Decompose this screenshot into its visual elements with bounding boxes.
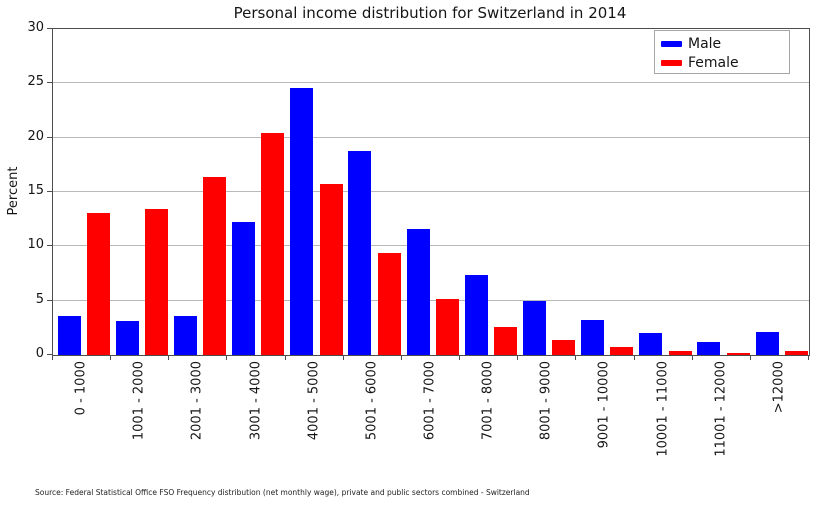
y-tick-label: 10 xyxy=(27,237,44,253)
bar-female-5 xyxy=(377,252,401,355)
bar-female-10 xyxy=(668,350,692,355)
y-tick-mark xyxy=(47,245,52,247)
gridline xyxy=(53,191,809,192)
x-tick-mark xyxy=(52,355,53,360)
y-tick-label: 15 xyxy=(27,183,44,198)
x-tick-label: 7001 - 8000 xyxy=(480,361,496,441)
x-tick-label: 2001 - 3000 xyxy=(189,361,205,441)
legend-item-male: Male xyxy=(661,34,783,53)
legend-item-female: Female xyxy=(661,53,783,72)
bar-female-7 xyxy=(494,326,518,355)
x-tick-mark xyxy=(110,355,112,360)
x-tick-mark xyxy=(808,355,809,360)
bar-female-11 xyxy=(726,352,750,355)
bar-male-2 xyxy=(174,315,197,355)
bar-male-9 xyxy=(581,320,605,355)
x-tick-mark xyxy=(633,355,635,360)
bar-male-10 xyxy=(639,333,663,355)
x-tick-label: 4001 - 5000 xyxy=(306,361,322,441)
bar-female-9 xyxy=(610,347,634,355)
bar-female-3 xyxy=(261,133,285,355)
y-tick-label: 5 xyxy=(35,291,44,307)
bar-male-4 xyxy=(290,87,314,355)
x-tick-label: 1001 - 2000 xyxy=(131,361,147,441)
x-tick-mark xyxy=(459,355,461,360)
y-tick-mark xyxy=(47,136,52,138)
y-tick-label: 0 xyxy=(35,346,44,361)
x-tick-label: 5001 - 6000 xyxy=(364,361,380,441)
x-tick-mark xyxy=(517,355,519,360)
y-tick-label: 20 xyxy=(27,128,44,144)
x-tick-label: >12000 xyxy=(771,361,787,414)
bar-female-2 xyxy=(203,176,227,355)
x-tick-label: 0 - 1000 xyxy=(73,361,89,416)
gridline xyxy=(53,299,809,301)
bar-male-0 xyxy=(57,315,81,355)
male-color-swatch xyxy=(661,40,682,47)
y-tick-mark xyxy=(47,354,52,355)
bar-male-3 xyxy=(232,222,256,355)
y-tick-mark xyxy=(47,191,52,192)
x-tick-mark xyxy=(168,355,170,360)
x-tick-label: 10001 - 11000 xyxy=(655,361,671,457)
x-tick-label: 6001 - 7000 xyxy=(422,361,438,441)
y-tick-label: 30 xyxy=(27,20,44,35)
x-tick-label: 3001 - 4000 xyxy=(248,361,264,441)
gridline xyxy=(53,136,809,138)
x-tick-mark xyxy=(691,355,693,360)
x-tick-mark xyxy=(284,355,286,360)
y-tick-mark xyxy=(47,82,52,84)
bar-male-12 xyxy=(755,332,779,355)
bar-female-8 xyxy=(552,339,576,355)
bar-male-5 xyxy=(348,150,372,355)
bar-male-6 xyxy=(406,228,430,355)
source-note: Source: Federal Statistical Office FSO F… xyxy=(35,488,530,497)
x-tick-label: 11001 - 12000 xyxy=(713,361,729,457)
bar-male-1 xyxy=(115,321,139,355)
legend-label-male: Male xyxy=(688,35,722,52)
x-tick-mark xyxy=(575,355,577,360)
x-tick-label: 8001 - 9000 xyxy=(538,361,554,441)
bar-female-0 xyxy=(87,212,110,355)
bar-female-4 xyxy=(319,184,343,355)
y-tick-mark xyxy=(47,299,52,301)
x-tick-label: 9001 - 10000 xyxy=(596,361,612,449)
plot-area: Male Female xyxy=(52,28,810,356)
chart-title: Personal income distribution for Switzer… xyxy=(233,4,627,22)
x-tick-mark xyxy=(749,355,751,360)
gridline xyxy=(53,82,809,84)
x-tick-mark xyxy=(342,355,344,360)
x-tick-mark xyxy=(400,355,402,360)
bar-female-6 xyxy=(435,298,459,355)
female-color-swatch xyxy=(661,59,682,66)
x-tick-mark xyxy=(226,355,228,360)
gridline xyxy=(53,245,809,247)
legend: Male Female xyxy=(654,30,790,74)
y-tick-label: 25 xyxy=(27,74,44,90)
y-tick-mark xyxy=(47,28,52,29)
bar-female-1 xyxy=(145,209,169,355)
bar-female-12 xyxy=(784,350,808,355)
bar-male-7 xyxy=(464,274,488,355)
bar-male-11 xyxy=(697,341,721,355)
bar-male-8 xyxy=(522,300,546,355)
legend-label-female: Female xyxy=(688,54,739,71)
